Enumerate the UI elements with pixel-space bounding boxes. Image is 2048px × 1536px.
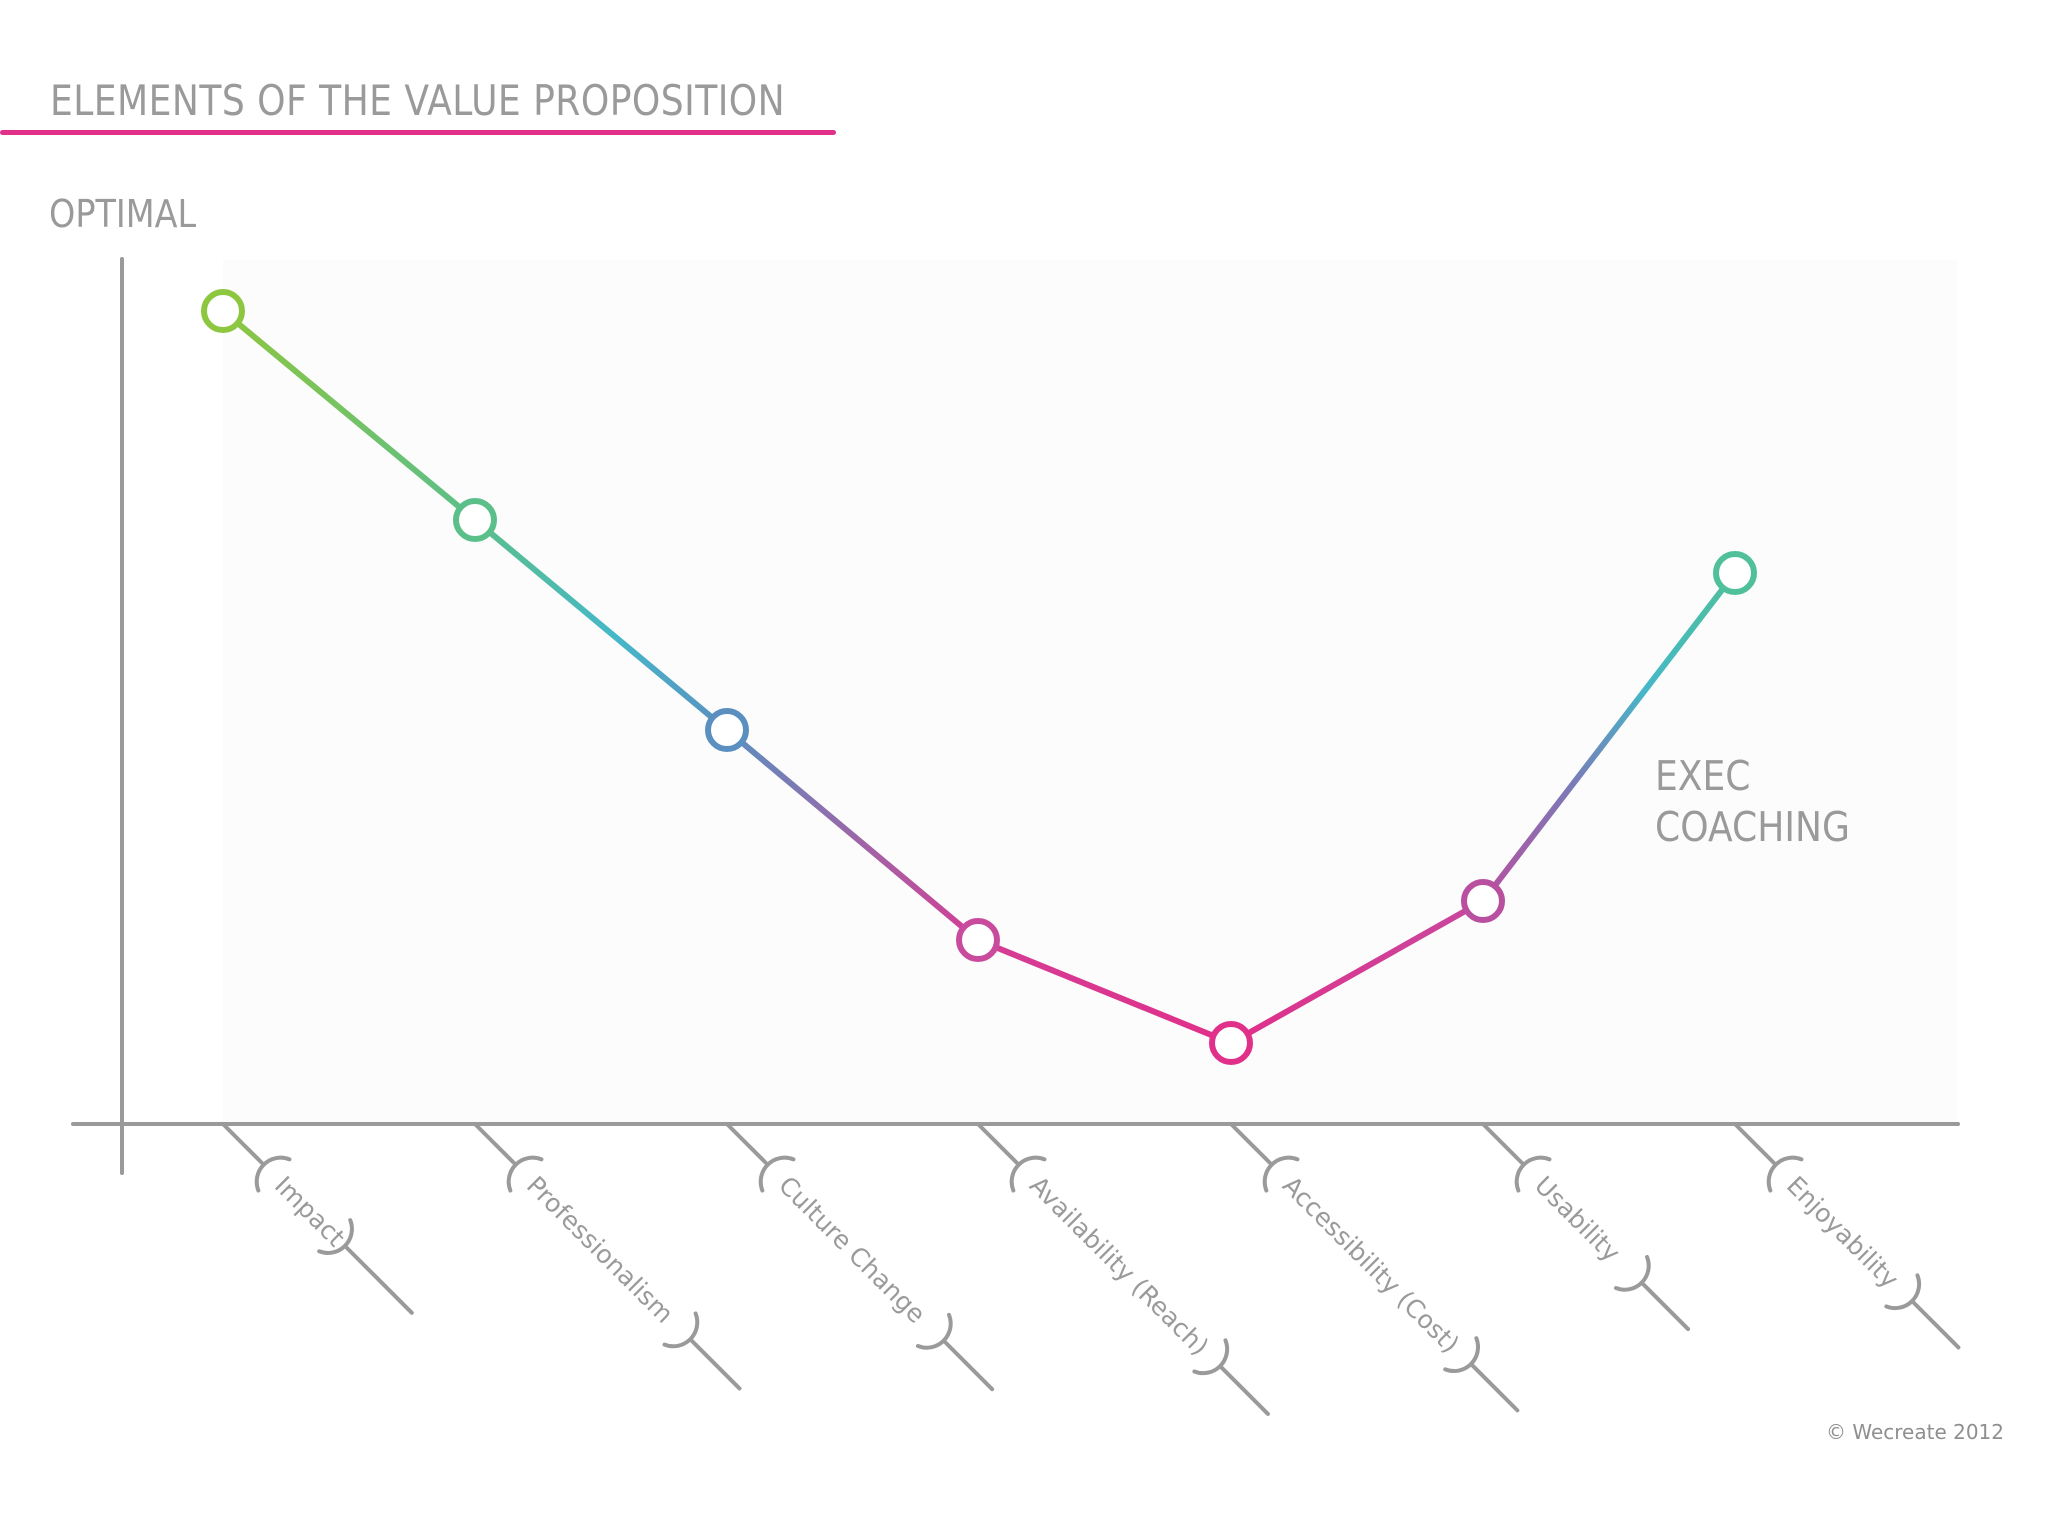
title-underline [0,130,836,135]
x-label-usability: Usability [1529,1171,1626,1268]
data-point-culture-change[interactable] [705,708,749,752]
x-tick-usability [1481,1122,1691,1332]
data-line [220,308,1738,1046]
x-label-accessibility: Accessibility (Cost) [1277,1171,1465,1359]
x-tick-availability [976,1122,1270,1416]
data-point-usability[interactable] [1461,879,1505,923]
copyright-notice: © Wecreate 2012 [1826,1420,2005,1444]
x-tick-professionalism [473,1122,742,1391]
x-label-impact: Impact [269,1171,351,1253]
chart-title: ELEMENTS OF THE VALUE PROPOSITION [50,76,786,125]
series-label-line1: EXEC [1655,752,1751,800]
x-label-professionalism: Professionalism [521,1171,679,1329]
series-label: EXEC COACHING [1655,751,1850,853]
data-point-enjoyability[interactable] [1713,551,1757,595]
x-label-availability: Availability (Reach) [1024,1171,1214,1361]
x-tick-culture-change [725,1122,995,1392]
x-label-enjoyability: Enjoyability [1781,1171,1904,1294]
data-point-professionalism[interactable] [453,498,497,542]
x-tick-impact [221,1122,414,1315]
data-point-availability[interactable] [956,918,1000,962]
series-label-line2: COACHING [1655,803,1850,851]
y-axis-label: OPTIMAL [49,192,197,236]
plot-area [223,260,1958,1124]
data-point-accessibility[interactable] [1209,1021,1253,1065]
x-label-culture-change: Culture Change [773,1171,931,1329]
data-point-impact[interactable] [201,289,245,333]
